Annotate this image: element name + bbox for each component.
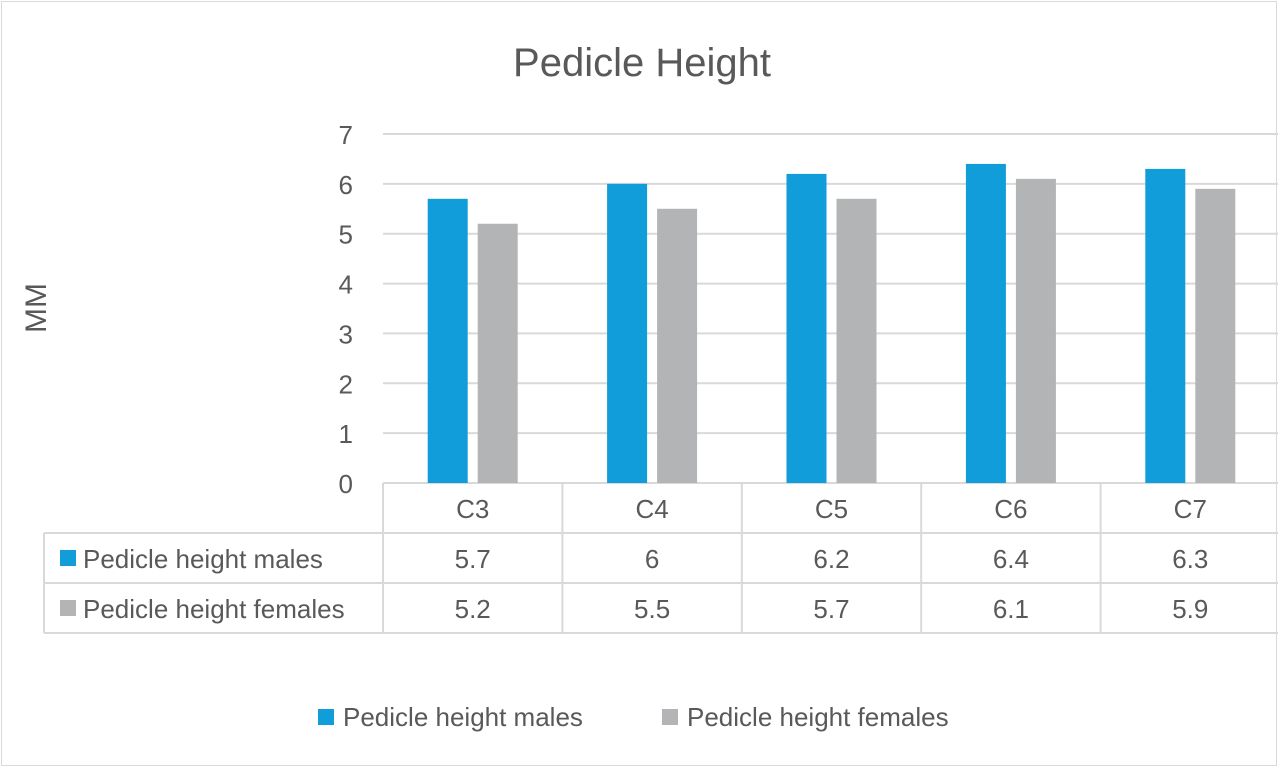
table-row-label: Pedicle height females [83, 594, 345, 624]
chart-title: Pedicle Height [513, 41, 771, 85]
bar-c5-series-1 [836, 198, 877, 484]
bar-c7-series-1 [1195, 188, 1236, 484]
y-tick-label: 4 [339, 270, 353, 300]
bar-c3-series-1 [477, 223, 518, 483]
category-label-c3: C3 [456, 494, 489, 524]
y-axis-ticks: 0 1 2 3 4 5 6 7 [339, 120, 353, 499]
legend-key-series-0 [318, 709, 334, 725]
category-label-c5: C5 [815, 494, 848, 524]
table-legend-key [60, 600, 76, 616]
data-label: 6.3 [1172, 544, 1208, 574]
data-label: 5.9 [1172, 594, 1208, 624]
category-label-c7: C7 [1174, 494, 1207, 524]
data-label: 6.1 [993, 594, 1029, 624]
gridlines [383, 133, 1280, 484]
category-label-c4: C4 [635, 494, 668, 524]
y-axis-label: MM [20, 283, 53, 333]
y-tick-label: 7 [339, 120, 353, 150]
bar-c3-series-0 [427, 198, 468, 484]
legend-key-series-1 [662, 709, 678, 725]
category-label-c6: C6 [994, 494, 1027, 524]
bar-c6-series-1 [1015, 178, 1056, 483]
bar-c7-series-0 [1145, 168, 1186, 483]
bar-c4-series-1 [657, 208, 698, 484]
data-label: 6 [645, 544, 659, 574]
bars [427, 163, 1236, 484]
y-tick-label: 1 [339, 419, 353, 449]
y-tick-label: 0 [339, 469, 353, 499]
data-label: 6.2 [813, 544, 849, 574]
y-tick-label: 2 [339, 369, 353, 399]
bar-c4-series-0 [607, 183, 648, 483]
data-label: 5.7 [813, 594, 849, 624]
legend: Pedicle height males Pedicle height femal… [318, 702, 949, 732]
y-tick-label: 6 [339, 170, 353, 200]
bar-c6-series-0 [965, 163, 1006, 483]
legend-label-series-0: Pedicle height males [343, 702, 583, 732]
bar-c5-series-0 [786, 173, 827, 483]
data-label: 5.7 [455, 544, 491, 574]
data-label: 6.4 [993, 544, 1029, 574]
y-tick-label: 5 [339, 220, 353, 250]
table-row-label: Pedicle height males [83, 544, 323, 574]
table-legend-key [60, 550, 76, 566]
data-table: C3 C4 C5 C6 C7 Pedicle height males 5.7 6 6.2 6.4… [43, 483, 1280, 634]
y-tick-label: 3 [339, 319, 353, 349]
legend-label-series-1: Pedicle height females [687, 702, 949, 732]
data-label: 5.5 [634, 594, 670, 624]
data-label: 5.2 [455, 594, 491, 624]
